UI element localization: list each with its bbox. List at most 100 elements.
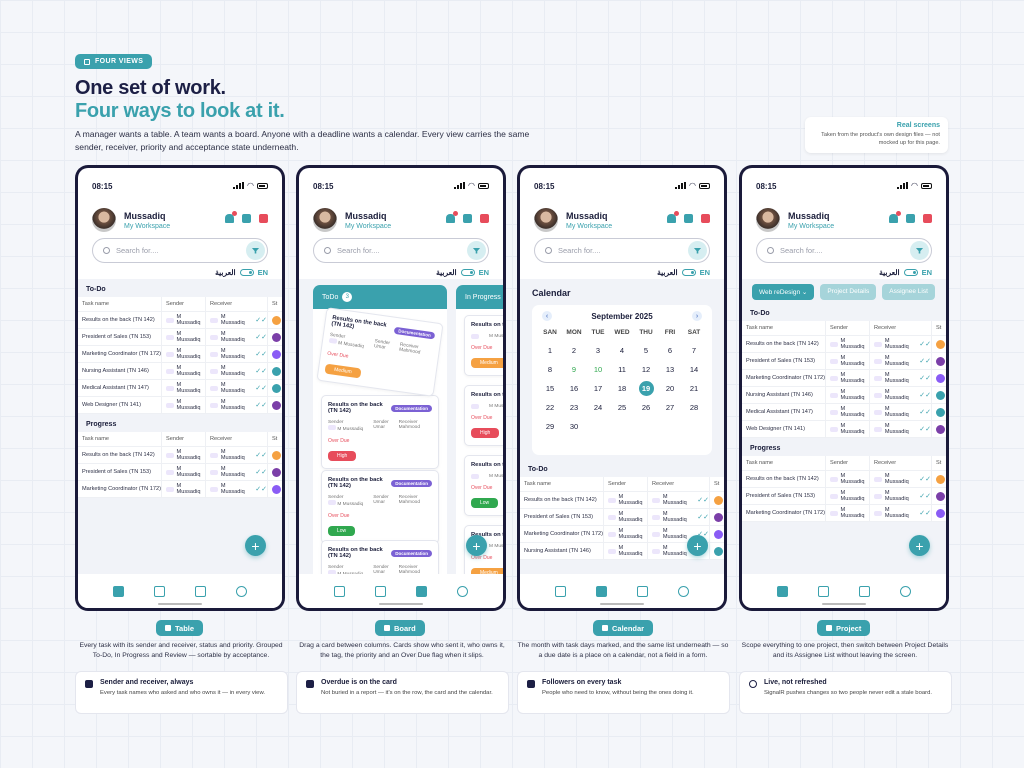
calendar-day[interactable]: 7 xyxy=(691,346,697,355)
calendar-day[interactable]: 5 xyxy=(643,346,649,355)
logout-icon[interactable] xyxy=(259,214,268,223)
calendar-day[interactable]: 2 xyxy=(571,346,577,355)
calendar-day[interactable]: 30 xyxy=(569,422,579,431)
table-row[interactable]: Results on the back (TN 142) M Mussadiq M … xyxy=(78,447,282,464)
task-card[interactable]: Results on the M Mussadiq Over Due High xyxy=(464,385,503,446)
calendar-day[interactable]: 28 xyxy=(689,403,699,412)
column-header[interactable]: Receiver xyxy=(870,321,932,335)
table-row[interactable]: Nursing Assistant (TN 146) M Mussadiq M Mu… xyxy=(742,387,946,404)
calendar-day[interactable]: 25 xyxy=(617,403,627,412)
logout-icon[interactable] xyxy=(480,214,489,223)
filter-button[interactable] xyxy=(688,241,707,260)
calendar-day[interactable]: 20 xyxy=(665,384,675,393)
nav-gear-icon[interactable] xyxy=(236,585,247,597)
column-header[interactable]: St xyxy=(936,325,942,331)
calendar-day[interactable]: 8 xyxy=(547,365,553,374)
bell-icon[interactable] xyxy=(667,211,679,223)
table-row[interactable]: Web Designer (TN 141) M Mussadiq M Mussadi… xyxy=(78,397,282,414)
calendar-day[interactable]: 10 xyxy=(593,365,603,374)
nav-calendar-icon[interactable] xyxy=(818,585,829,597)
user-profile[interactable]: Mussadiq My Workspace xyxy=(92,208,170,232)
next-month-button[interactable]: › xyxy=(692,311,702,321)
table-row[interactable]: Web Designer (TN 141) M Mussadiq M Mussadi… xyxy=(742,421,946,438)
grid-icon[interactable] xyxy=(463,214,472,223)
nav-home-icon[interactable] xyxy=(334,585,345,597)
table-row[interactable]: Medical Assistant (TN 147) M Mussadiq M Mu… xyxy=(742,404,946,421)
table-row[interactable]: Marketing Coordinator (TN 172) M Mussadiq… xyxy=(742,505,946,522)
language-toggle[interactable]: العربية EN xyxy=(879,268,932,277)
grid-icon[interactable] xyxy=(242,214,251,223)
calendar-day[interactable]: 14 xyxy=(689,365,699,374)
nav-gear-icon[interactable] xyxy=(678,585,689,597)
nav-calendar-icon[interactable] xyxy=(596,585,607,597)
column-header[interactable]: Sender xyxy=(826,456,870,470)
column-header[interactable]: St xyxy=(272,301,278,307)
table-row[interactable]: President of Sales (TN 153) M Mussadiq M M… xyxy=(742,488,946,505)
project-details-button[interactable]: Project Details xyxy=(820,284,877,300)
toggle-switch[interactable] xyxy=(460,269,475,276)
avatar[interactable] xyxy=(313,208,337,232)
column-header[interactable]: Task name xyxy=(78,432,162,446)
bell-icon[interactable] xyxy=(225,211,237,223)
nav-home-icon[interactable] xyxy=(777,585,788,597)
search-input[interactable]: Search for.... xyxy=(756,238,932,263)
filter-button[interactable] xyxy=(467,241,486,260)
project-select[interactable]: Web reDesign ⌄ xyxy=(752,284,815,300)
add-task-button[interactable]: + xyxy=(466,535,487,556)
calendar-day[interactable]: 21 xyxy=(689,384,699,393)
user-profile[interactable]: Mussadiq My Workspace xyxy=(756,208,834,232)
nav-home-icon[interactable] xyxy=(113,585,124,597)
table-row[interactable]: Marketing Coordinator (TN 172) M Mussadiq… xyxy=(742,370,946,387)
task-card[interactable]: Results on the M Mussadiq Over Due Low xyxy=(464,455,503,516)
nav-board-icon[interactable] xyxy=(859,585,870,597)
toggle-switch[interactable] xyxy=(903,269,918,276)
grid-icon[interactable] xyxy=(684,214,693,223)
column-header[interactable]: Sender xyxy=(604,477,648,491)
language-toggle[interactable]: العربية EN xyxy=(436,268,489,277)
add-task-button[interactable]: + xyxy=(687,535,708,556)
nav-home-icon[interactable] xyxy=(555,585,566,597)
column-header[interactable]: Task name xyxy=(78,297,162,311)
nav-board-icon[interactable] xyxy=(416,585,427,597)
column-header[interactable]: Receiver xyxy=(206,432,268,446)
table-row[interactable]: Nursing Assistant (TN 146) M Mussadiq M Mu… xyxy=(520,543,724,560)
filter-button[interactable] xyxy=(910,241,929,260)
calendar-day[interactable]: 27 xyxy=(665,403,675,412)
table-row[interactable]: Results on the back (TN 142) M Mussadiq M … xyxy=(78,312,282,329)
task-card[interactable]: Results on the back (TN 142) Documentatio… xyxy=(316,307,444,397)
table-row[interactable]: Results on the back (TN 142) M Mussadiq M … xyxy=(520,492,724,509)
nav-board-icon[interactable] xyxy=(195,585,206,597)
column-header[interactable]: Task name xyxy=(742,321,826,335)
task-card[interactable]: Results on the back (TN 142) Documentatio… xyxy=(321,540,439,574)
calendar-day[interactable]: 13 xyxy=(665,365,675,374)
language-toggle[interactable]: العربية EN xyxy=(215,268,268,277)
column-header[interactable]: Receiver xyxy=(870,456,932,470)
add-task-button[interactable]: + xyxy=(909,535,930,556)
avatar[interactable] xyxy=(534,208,558,232)
table-row[interactable]: Results on the back (TN 142) M Mussadiq M … xyxy=(742,471,946,488)
logout-icon[interactable] xyxy=(923,214,932,223)
table-row[interactable]: Results on the back (TN 142) M Mussadiq M … xyxy=(742,336,946,353)
nav-calendar-icon[interactable] xyxy=(375,585,386,597)
table-row[interactable]: Marketing Coordinator (TN 172) M Mussadiq… xyxy=(78,346,282,363)
calendar-day[interactable]: 22 xyxy=(545,403,555,412)
calendar-day[interactable]: 29 xyxy=(545,422,555,431)
calendar-day[interactable]: 12 xyxy=(641,365,651,374)
search-input[interactable]: Search for.... xyxy=(534,238,710,263)
calendar-day[interactable]: 17 xyxy=(593,384,603,393)
avatar[interactable] xyxy=(756,208,780,232)
column-header[interactable]: Receiver xyxy=(206,297,268,311)
calendar-day[interactable]: 24 xyxy=(593,403,603,412)
nav-calendar-icon[interactable] xyxy=(154,585,165,597)
table-row[interactable]: President of Sales (TN 153) M Mussadiq M M… xyxy=(742,353,946,370)
task-card[interactable]: Results on the back (TN 142) Documentatio… xyxy=(321,395,439,469)
column-header[interactable]: Sender xyxy=(826,321,870,335)
bell-icon[interactable] xyxy=(446,211,458,223)
assignee-list-button[interactable]: Assignee List xyxy=(882,284,935,300)
calendar-day[interactable]: 4 xyxy=(619,346,625,355)
column-header[interactable]: Task name xyxy=(742,456,826,470)
calendar-day[interactable]: 11 xyxy=(618,365,626,374)
add-task-button[interactable]: + xyxy=(245,535,266,556)
calendar-day[interactable]: 1 xyxy=(547,346,553,355)
user-profile[interactable]: Mussadiq My Workspace xyxy=(313,208,391,232)
